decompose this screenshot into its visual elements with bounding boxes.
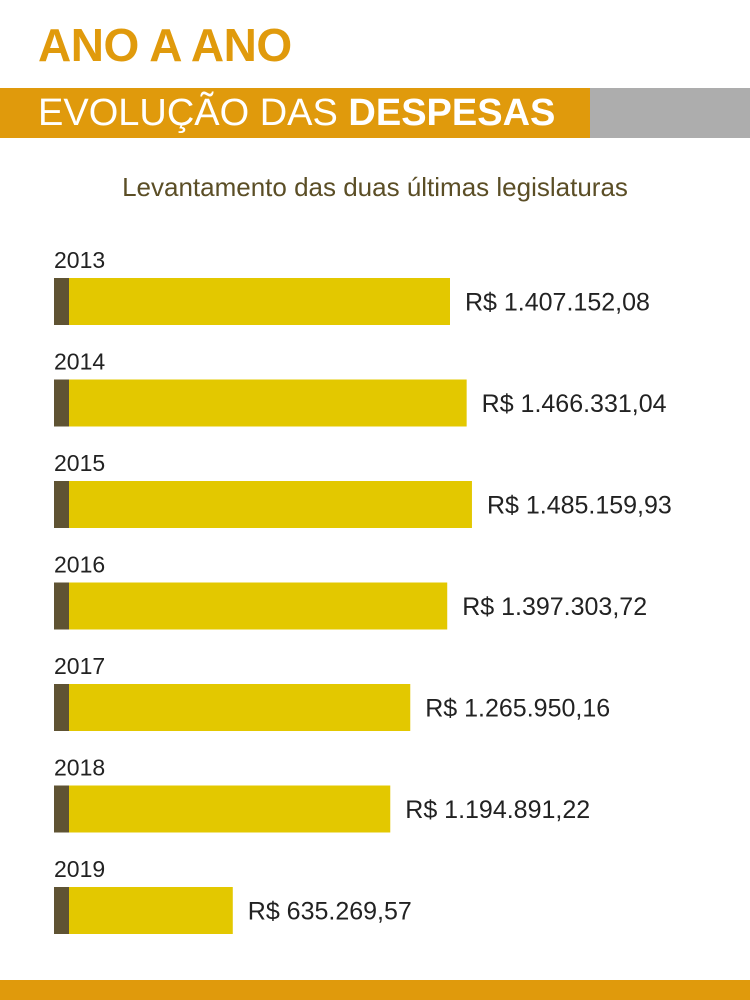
bar	[54, 379, 467, 427]
bar-group-2014: 2014 R$ 1.466.331,04	[54, 349, 667, 427]
banner-grey-band	[590, 88, 750, 138]
bar	[54, 582, 448, 630]
section-banner: EVOLUÇÃO DAS DESPESAS	[0, 88, 750, 138]
bar-cap	[54, 785, 69, 833]
bar-cap	[54, 278, 69, 325]
year-label: 2013	[54, 247, 105, 273]
value-label: R$ 1.397.303,72	[462, 593, 647, 621]
banner-title: EVOLUÇÃO DAS DESPESAS	[38, 88, 555, 138]
chart-title: Levantamento das duas últimas legislatur…	[122, 172, 628, 202]
bar	[54, 785, 391, 833]
value-label: R$ 1.194.891,22	[405, 796, 590, 824]
bar	[54, 684, 411, 731]
year-label: 2014	[54, 349, 105, 375]
banner-title-regular: EVOLUÇÃO DAS	[38, 92, 349, 134]
bar-group-2018: 2018 R$ 1.194.891,22	[54, 755, 590, 833]
bar	[54, 481, 472, 528]
bar-group-2013: 2013 R$ 1.407.152,08	[54, 247, 650, 325]
bar-cap	[54, 379, 69, 427]
bar	[54, 278, 450, 325]
banner-title-bold: DESPESAS	[348, 92, 556, 134]
year-label: 2016	[54, 552, 105, 578]
bar-cap	[54, 684, 69, 731]
bar	[54, 887, 233, 934]
year-label: 2019	[54, 856, 105, 882]
bar-group-2019: 2019 R$ 635.269,57	[54, 856, 412, 934]
year-label: 2017	[54, 653, 105, 679]
year-label: 2015	[54, 450, 105, 476]
value-label: R$ 1.407.152,08	[465, 289, 650, 317]
value-label: R$ 1.265.950,16	[425, 695, 610, 723]
headline: ANO A ANO	[38, 19, 292, 71]
bar-group-2016: 2016 R$ 1.397.303,72	[54, 552, 647, 630]
bar-cap	[54, 887, 69, 934]
value-label: R$ 635.269,57	[248, 898, 412, 926]
bar-group-2017: 2017 R$ 1.265.950,16	[54, 653, 610, 731]
footer-bar	[0, 980, 750, 1000]
bar-cap	[54, 582, 69, 630]
value-label: R$ 1.466.331,04	[482, 390, 667, 418]
value-label: R$ 1.485.159,93	[487, 492, 672, 520]
banner-orange-band	[0, 88, 590, 138]
year-label: 2018	[54, 755, 105, 781]
bar-cap	[54, 481, 69, 528]
bar-group-2015: 2015 R$ 1.485.159,93	[54, 450, 672, 528]
